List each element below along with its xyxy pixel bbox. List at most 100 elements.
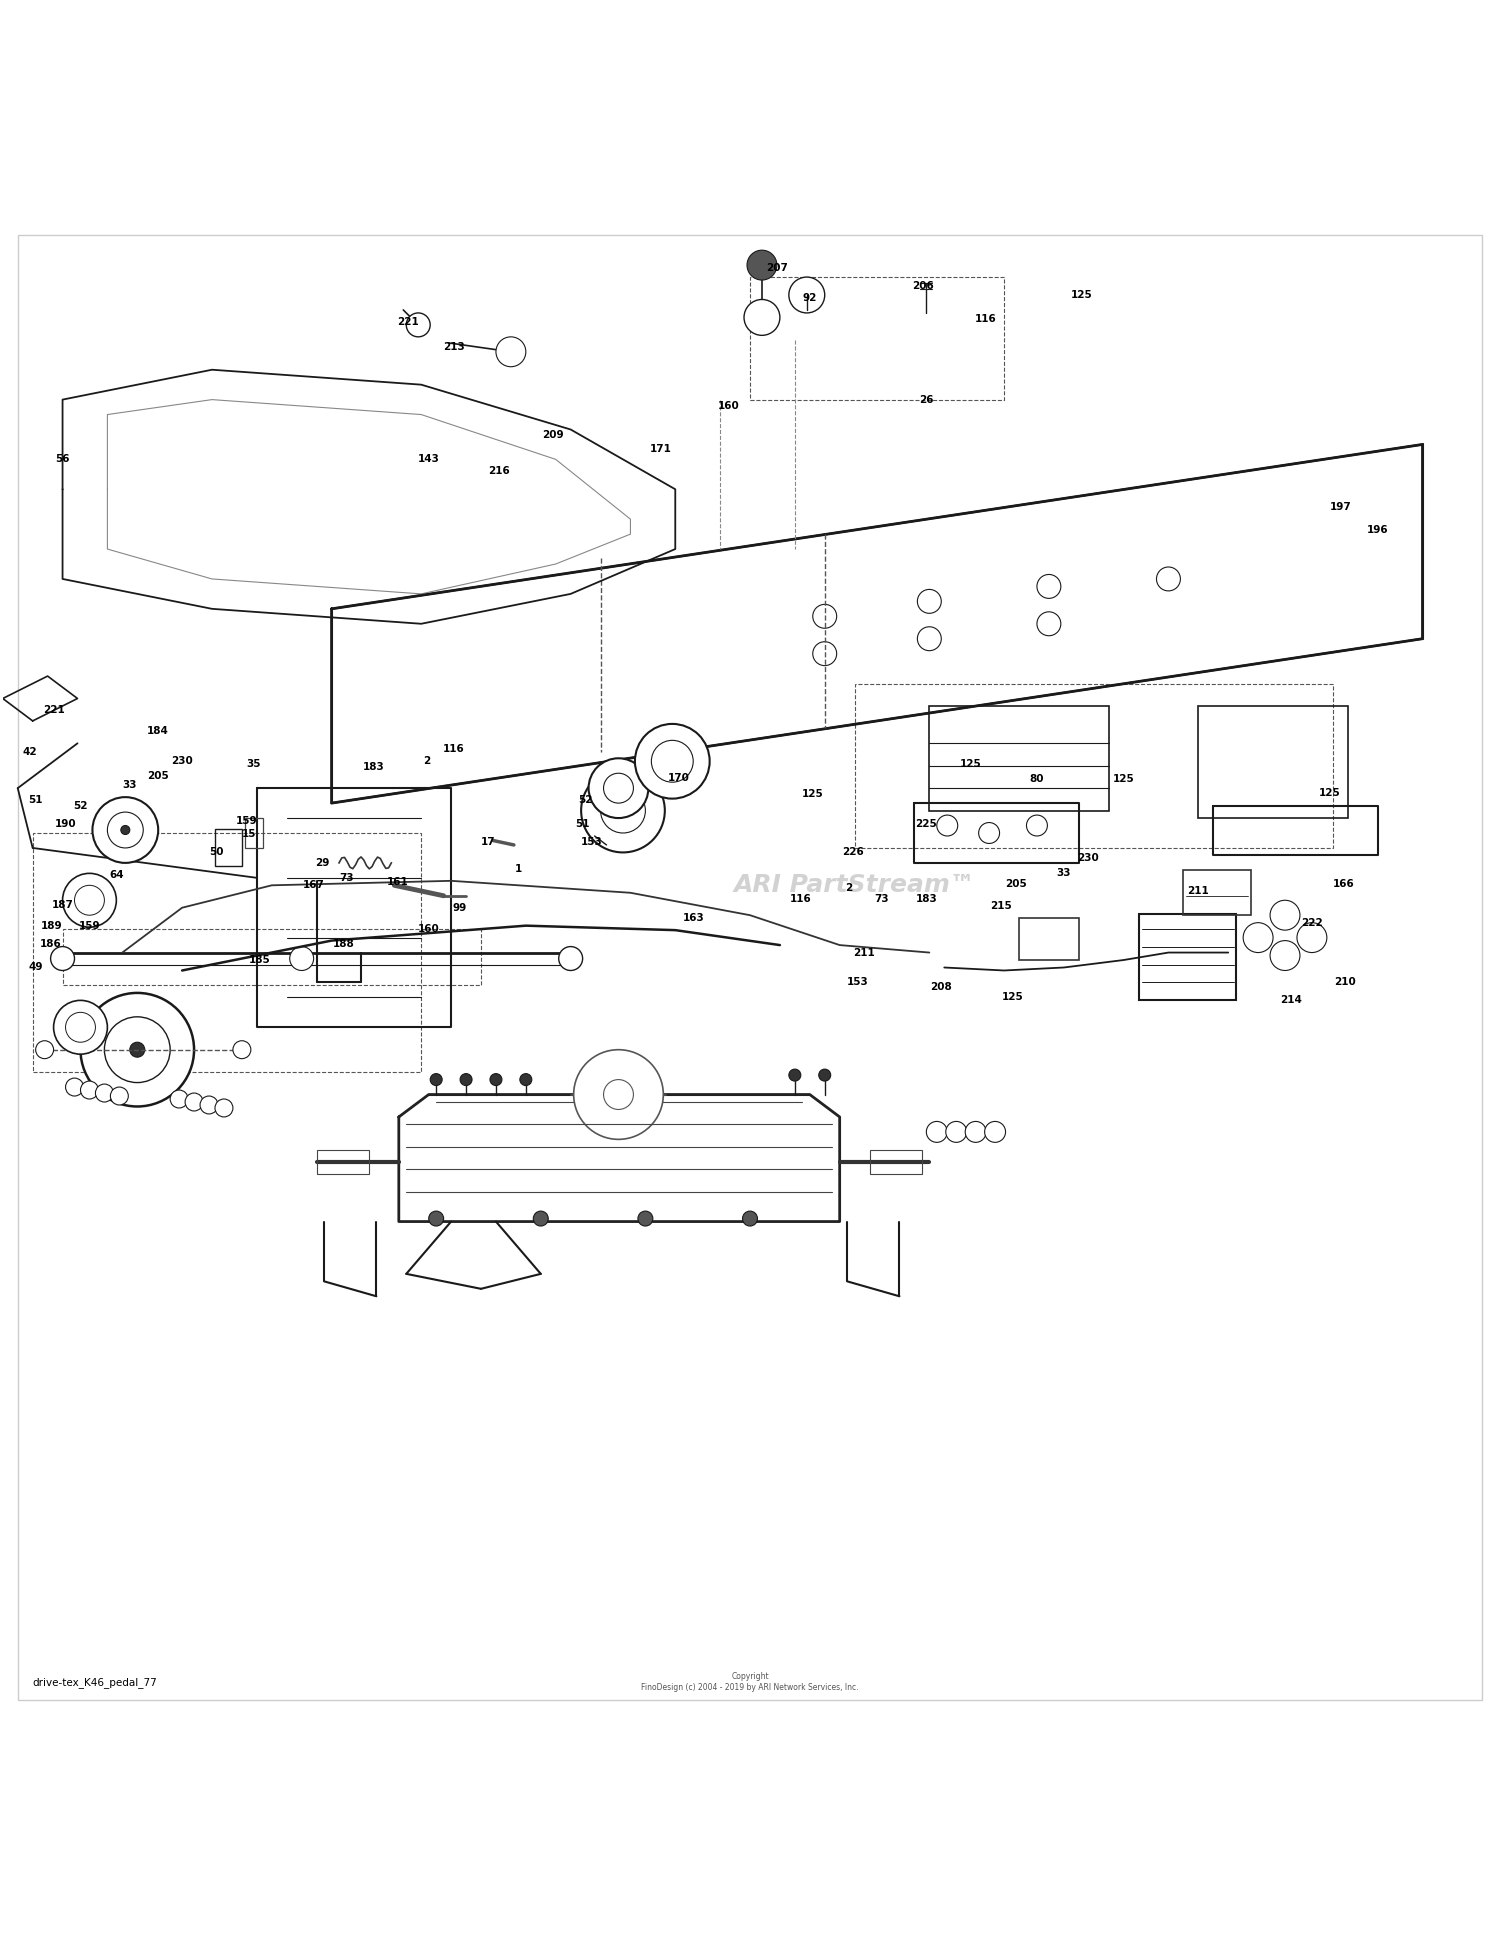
Text: 208: 208 — [930, 981, 952, 993]
Circle shape — [1244, 923, 1274, 952]
Circle shape — [429, 1211, 444, 1227]
Text: 188: 188 — [333, 938, 354, 948]
Circle shape — [430, 1074, 442, 1086]
Bar — [1184, 871, 1251, 915]
Circle shape — [184, 1093, 202, 1111]
Text: Copyright
FinoDesign (c) 2004 - 2019 by ARI Network Services, Inc.: Copyright FinoDesign (c) 2004 - 2019 by … — [642, 1672, 858, 1693]
Text: 153: 153 — [580, 838, 603, 848]
Text: 52: 52 — [74, 801, 87, 811]
Circle shape — [122, 826, 130, 834]
Text: 17: 17 — [482, 838, 496, 848]
Text: 183: 183 — [363, 762, 384, 772]
Bar — [855, 683, 1334, 848]
Text: 99: 99 — [453, 904, 466, 913]
Bar — [930, 706, 1108, 811]
Text: 187: 187 — [51, 900, 74, 909]
Text: 80: 80 — [1029, 774, 1044, 784]
Text: 230: 230 — [1077, 853, 1098, 863]
Text: 42: 42 — [22, 747, 38, 757]
Text: 125: 125 — [1113, 774, 1134, 784]
Text: 73: 73 — [339, 873, 354, 882]
Text: 51: 51 — [576, 819, 590, 828]
Circle shape — [558, 946, 582, 971]
Text: 225: 225 — [915, 819, 938, 828]
Bar — [63, 929, 482, 985]
Text: 221: 221 — [42, 706, 64, 716]
Circle shape — [744, 300, 780, 335]
Text: 170: 170 — [668, 772, 688, 782]
Text: 125: 125 — [960, 759, 982, 770]
Circle shape — [111, 1087, 129, 1105]
Text: 116: 116 — [975, 313, 998, 323]
Circle shape — [927, 1122, 948, 1142]
Circle shape — [573, 1049, 663, 1140]
Text: 2: 2 — [423, 757, 430, 766]
Circle shape — [63, 873, 117, 927]
Circle shape — [232, 1041, 250, 1058]
Text: 197: 197 — [1329, 503, 1352, 513]
Text: 33: 33 — [1056, 869, 1071, 878]
Text: 183: 183 — [915, 894, 938, 904]
Text: 211: 211 — [1188, 886, 1209, 896]
Circle shape — [460, 1074, 472, 1086]
Bar — [316, 1149, 369, 1175]
Text: 143: 143 — [419, 455, 440, 464]
Text: 2: 2 — [844, 882, 852, 894]
Text: 207: 207 — [766, 263, 788, 273]
Bar — [1198, 706, 1348, 819]
Text: 50: 50 — [209, 848, 224, 857]
Text: 51: 51 — [28, 795, 44, 805]
Text: 190: 190 — [54, 819, 76, 828]
Circle shape — [214, 1099, 232, 1116]
Circle shape — [96, 1084, 114, 1103]
Text: 230: 230 — [171, 757, 194, 766]
Circle shape — [520, 1074, 532, 1086]
Circle shape — [964, 1122, 986, 1142]
Text: 215: 215 — [990, 902, 1012, 911]
Text: 116: 116 — [442, 745, 465, 755]
Text: 26: 26 — [920, 395, 933, 404]
Circle shape — [616, 805, 628, 817]
Text: 52: 52 — [579, 795, 592, 805]
Text: 73: 73 — [874, 894, 890, 904]
Circle shape — [36, 1041, 54, 1058]
Text: 186: 186 — [39, 938, 62, 948]
Text: 64: 64 — [110, 871, 123, 880]
Text: 205: 205 — [1005, 878, 1028, 888]
Text: 160: 160 — [718, 401, 740, 410]
Circle shape — [813, 642, 837, 666]
Text: 196: 196 — [1366, 524, 1389, 534]
Circle shape — [789, 277, 825, 313]
Text: 171: 171 — [650, 443, 672, 455]
Circle shape — [1270, 940, 1300, 971]
Circle shape — [813, 604, 837, 629]
Circle shape — [638, 1211, 652, 1227]
Text: 211: 211 — [852, 948, 874, 958]
Circle shape — [1270, 900, 1300, 931]
Text: 214: 214 — [1280, 995, 1302, 1006]
Circle shape — [918, 627, 942, 650]
Text: 159: 159 — [236, 817, 256, 826]
Bar — [1019, 919, 1078, 960]
Circle shape — [938, 815, 957, 836]
Text: 56: 56 — [56, 455, 70, 464]
Bar — [1138, 913, 1236, 1000]
Text: 160: 160 — [419, 923, 440, 935]
Text: 125: 125 — [1002, 993, 1025, 1002]
Circle shape — [918, 590, 942, 613]
Text: 167: 167 — [303, 880, 324, 890]
Text: 125: 125 — [1318, 788, 1341, 797]
Circle shape — [588, 759, 648, 819]
Circle shape — [490, 1074, 502, 1086]
Circle shape — [603, 1080, 633, 1109]
Circle shape — [75, 886, 105, 915]
Circle shape — [51, 946, 75, 971]
Circle shape — [600, 788, 645, 832]
Text: 125: 125 — [802, 789, 824, 799]
Circle shape — [406, 313, 430, 337]
Text: ARI PartStream™: ARI PartStream™ — [734, 873, 975, 898]
Text: 185: 185 — [249, 956, 270, 966]
Circle shape — [54, 1000, 108, 1055]
Circle shape — [1036, 611, 1060, 637]
Circle shape — [819, 1070, 831, 1082]
